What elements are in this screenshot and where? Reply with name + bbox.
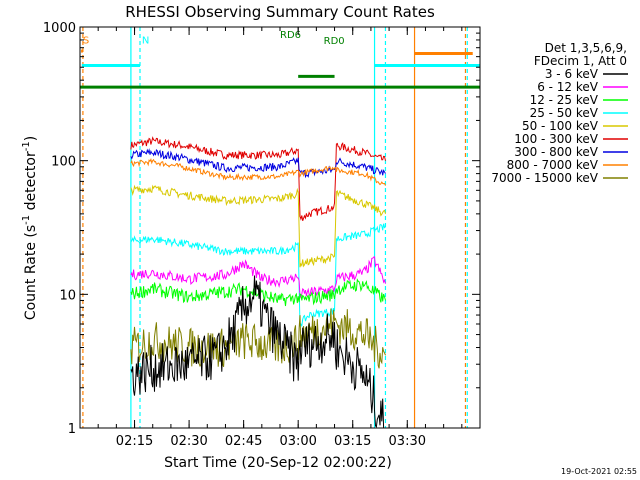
y-tick-label: 10: [59, 288, 76, 303]
series-line: [130, 157, 386, 186]
series-line: [130, 136, 386, 221]
y-label-sup-1: -1: [21, 215, 32, 225]
x-tick-label: 03:15: [334, 434, 371, 449]
x-tick-label: 02:45: [225, 434, 262, 449]
chart-title: RHESSI Observing Summary Count Rates: [125, 3, 435, 21]
y-label-part-3: ): [23, 136, 39, 141]
flag-label: S: [83, 35, 89, 46]
x-axis-label: Start Time (20-Sep-12 02:00:22): [164, 455, 392, 471]
series-line: [130, 275, 386, 429]
x-axis: 02:15 02:30 02:45 03:00 03:15 03:30: [79, 27, 481, 449]
y-tick-label: 1000: [43, 21, 76, 36]
legend-entry-label: 6 - 12 keV: [537, 80, 599, 94]
legend-entry-label: 7000 - 15000 keV: [491, 171, 598, 185]
series-line: [130, 256, 386, 300]
legend-entry-label: 50 - 100 keV: [522, 119, 599, 133]
legend-entry-label: 300 - 800 keV: [514, 145, 598, 159]
flag-label: RD0: [324, 36, 345, 47]
y-tick-label: 100: [51, 155, 76, 170]
y-label-part-1: Count Rate (s: [23, 225, 39, 320]
series-line: [130, 223, 386, 328]
footer-timestamp: 19-Oct-2021 02:55: [561, 467, 637, 476]
legend-entry-label: 3 - 6 keV: [545, 67, 599, 81]
series-line: [130, 308, 386, 369]
y-label-part-2: detector: [23, 151, 39, 215]
x-tick-label: 02:30: [170, 434, 207, 449]
y-axis: 1 10 100 1000: [43, 21, 480, 437]
x-tick-label: 03:30: [389, 434, 426, 449]
x-tick-label: 02:15: [116, 434, 153, 449]
data-series: [130, 136, 386, 429]
series-line: [130, 148, 386, 179]
y-tick-label: 1: [68, 422, 76, 437]
legend: Det 1,3,5,6,9, FDecim 1, Att 0 3 - 6 keV…: [491, 41, 628, 185]
y-label-sup-2: -1: [21, 141, 32, 151]
flag-label: N: [142, 35, 149, 46]
legend-entry-label: 12 - 25 keV: [530, 93, 599, 107]
x-tick-label: 03:00: [279, 434, 316, 449]
series-line: [130, 278, 386, 307]
legend-header-2: FDecim 1, Att 0: [534, 54, 627, 68]
flag-bars: S N RD0 RD6: [80, 30, 480, 89]
legend-entry-label: 800 - 7000 keV: [507, 158, 599, 172]
flag-label: RD6: [280, 30, 301, 41]
legend-entry-label: 100 - 300 keV: [514, 132, 598, 146]
legend-entry-label: 25 - 50 keV: [530, 106, 599, 120]
y-axis-label: Count Rate (s-1 detector-1): [21, 136, 39, 320]
legend-header-1: Det 1,3,5,6,9,: [545, 41, 627, 55]
series-line: [130, 184, 386, 268]
